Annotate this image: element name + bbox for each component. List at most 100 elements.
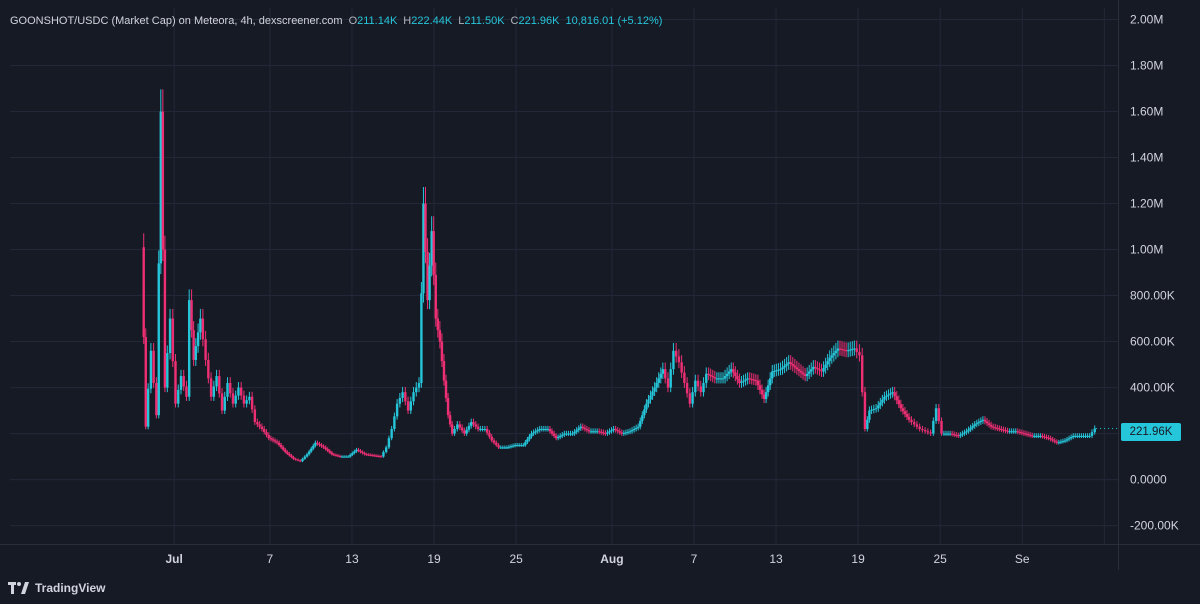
candle-body (872, 409, 876, 411)
candle-body (453, 428, 456, 434)
candle-body (229, 382, 232, 394)
candle-body (897, 400, 900, 405)
candle-body (196, 332, 200, 347)
candle-body (256, 422, 259, 425)
candle-body (444, 380, 448, 398)
candle-body (622, 433, 626, 435)
candle-body (979, 420, 983, 423)
candle-body (1049, 438, 1052, 440)
candle-body (891, 392, 894, 394)
candle-body (649, 395, 652, 400)
candle-body (1002, 429, 1005, 431)
close-value: 221.96K (518, 15, 560, 27)
candle-body (359, 450, 362, 452)
candle-body (672, 350, 675, 370)
candle-body (961, 433, 964, 435)
candle-body (363, 453, 366, 455)
tradingview-watermark[interactable]: TradingView (8, 581, 105, 595)
candle-body (1076, 435, 1079, 437)
candle-body (1039, 435, 1042, 437)
candle-body (1018, 431, 1022, 433)
candle-body (406, 401, 410, 411)
candle-body (807, 371, 811, 374)
candle-body (812, 366, 815, 370)
open-label: O (348, 15, 358, 27)
candle-body (351, 453, 354, 455)
candle-body (632, 428, 636, 431)
candle-body (944, 433, 948, 435)
candle-body (883, 396, 886, 400)
candle-body (432, 231, 435, 275)
candle-body (602, 432, 605, 434)
candle-body (481, 428, 484, 430)
candle-body (231, 393, 235, 404)
candle-body (284, 449, 287, 452)
candle-body (1055, 441, 1058, 443)
candle-body (795, 367, 799, 370)
candle-body (417, 382, 421, 388)
candle-body (292, 457, 295, 459)
candle-body (144, 336, 147, 427)
candle-body (166, 353, 169, 388)
candle-body (308, 451, 311, 455)
candle-body (937, 408, 941, 421)
candle-body (161, 111, 165, 250)
candle-body (1020, 432, 1024, 434)
candle-body (347, 456, 350, 458)
candle-body (948, 433, 952, 435)
candle-body (853, 348, 856, 350)
candle-body (691, 392, 694, 404)
candle-body (967, 429, 970, 432)
candle-body (752, 379, 755, 381)
candle-body (565, 433, 568, 435)
candle-body (653, 387, 656, 392)
candle-body (851, 349, 854, 351)
candle-body (783, 365, 786, 368)
candle-body (522, 445, 525, 447)
candle-body (1047, 437, 1050, 439)
candle-body (187, 300, 191, 397)
candle-body (1057, 442, 1061, 444)
candle-body (503, 447, 507, 449)
candle-body (326, 449, 329, 451)
candle-body (785, 363, 788, 366)
candle-body (456, 424, 459, 429)
change-value: 10,816.01 (+5.12%) (565, 15, 663, 27)
candle-body (448, 415, 452, 425)
candle-body (299, 460, 302, 462)
candle-body (680, 362, 683, 373)
candle-body (544, 428, 548, 430)
candle-body (334, 454, 338, 456)
candle-body (436, 318, 440, 331)
candle-body (760, 389, 764, 395)
candle-body (598, 431, 601, 433)
candle-body (446, 397, 450, 416)
candle-body (163, 249, 167, 388)
candle-body (171, 318, 174, 362)
candle-body (536, 430, 539, 432)
candle-body (779, 369, 782, 371)
candle-body (971, 426, 974, 428)
candle-body (1014, 431, 1017, 433)
candle-body (209, 378, 213, 397)
candle-body (201, 318, 205, 340)
candle-body (777, 369, 780, 371)
symbol-legend: GOONSHOT/USDC (Market Cap) on Meteora, 4… (10, 15, 662, 27)
candle-body (470, 422, 473, 426)
candle-body (585, 428, 589, 431)
candle-body (587, 430, 591, 432)
candle-body (1004, 430, 1007, 432)
candle-body (1051, 439, 1054, 441)
candle-body (212, 386, 216, 397)
watermark-text: TradingView (35, 581, 106, 595)
candle-body (324, 447, 327, 450)
candle-body (1074, 435, 1077, 437)
candle-body (275, 441, 279, 443)
candle-body (775, 370, 778, 372)
candle-body (490, 436, 493, 441)
candle-body (390, 428, 393, 439)
candle-body (371, 455, 375, 457)
candle-body (575, 430, 578, 432)
y-tick-label: 1.00M (1130, 243, 1163, 257)
